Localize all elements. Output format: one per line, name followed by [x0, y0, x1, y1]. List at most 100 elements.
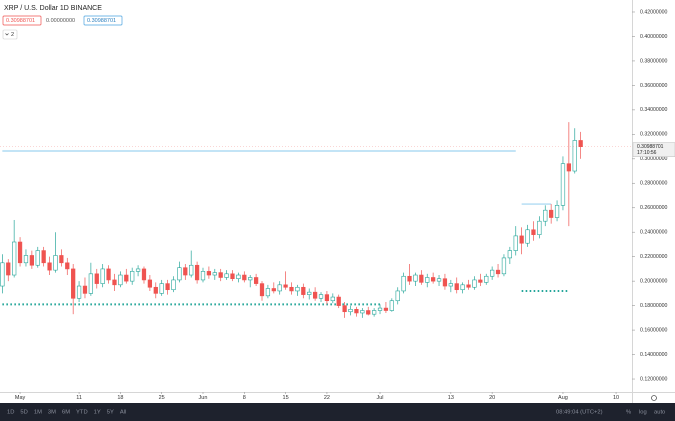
candle-body — [484, 275, 489, 283]
x-tick-label: 20 — [489, 395, 495, 401]
y-tick-label: 0.28000000 — [640, 181, 668, 187]
x-tick-label: 11 — [76, 395, 82, 401]
x-tick-label: 15 — [283, 395, 289, 401]
candle-body — [507, 250, 512, 259]
candle-body — [442, 278, 448, 287]
range-button[interactable]: 1Y — [94, 410, 101, 416]
value-box — [83, 15, 123, 26]
x-tick-label: 13 — [448, 395, 454, 401]
indicator-count: 2 — [11, 32, 14, 38]
legend-header: XRP / U.S. Dollar 1D BINANCE 0.30988701 … — [2, 5, 123, 40]
candle-body — [177, 267, 182, 281]
candle-body — [454, 283, 459, 291]
scale-option[interactable]: log — [639, 410, 647, 416]
y-tick-label: 0.14000000 — [640, 352, 668, 358]
candle-body — [259, 283, 265, 297]
range-button[interactable]: All — [120, 410, 126, 416]
candle-body — [194, 264, 200, 281]
candle-body — [448, 283, 453, 287]
candle-body — [572, 140, 577, 172]
range-button[interactable]: 5Y — [107, 410, 114, 416]
range-button[interactable]: 1M — [34, 410, 42, 416]
candle-body — [82, 285, 88, 294]
candle-body — [413, 274, 418, 282]
candle-body — [525, 229, 530, 244]
x-tick-label: 25 — [159, 395, 165, 401]
candle-body — [206, 271, 212, 276]
indicator-toggle[interactable] — [2, 29, 18, 40]
y-tick-label: 0.26000000 — [640, 205, 668, 211]
candle-body — [277, 284, 282, 292]
x-tick-label: Jun — [199, 395, 208, 401]
candle-body — [0, 262, 5, 287]
candle-body — [578, 140, 583, 147]
x-tick-label: 18 — [117, 395, 123, 401]
candle-body — [153, 286, 158, 294]
candle-body — [65, 262, 70, 270]
candle-body — [171, 279, 176, 291]
y-tick-label: 0.20000000 — [640, 279, 668, 285]
candle-body — [377, 307, 383, 311]
settings-icon[interactable] — [651, 395, 657, 401]
candle-body — [265, 288, 271, 297]
y-tick-label: 0.16000000 — [640, 327, 668, 333]
bottom-toolbar — [0, 403, 675, 421]
candle-body — [112, 279, 117, 286]
candle-body — [312, 291, 318, 299]
range-button[interactable]: YTD — [76, 410, 88, 416]
candle-body — [159, 283, 164, 294]
candle-body — [431, 277, 436, 282]
candle-body — [495, 269, 501, 275]
range-button[interactable]: 6M — [62, 410, 70, 416]
candle-body — [59, 255, 64, 264]
value: 0.00000000 — [46, 18, 75, 24]
y-tick-label: 0.18000000 — [640, 303, 668, 309]
candle-body — [371, 310, 377, 315]
scale-option[interactable]: % — [626, 410, 631, 416]
candle-body — [531, 229, 536, 235]
range-button[interactable]: 5D — [20, 410, 27, 416]
candle-body — [100, 268, 105, 284]
value: 0.30988701 — [87, 18, 116, 24]
scale-option[interactable]: auto — [654, 410, 665, 416]
candle-body — [301, 286, 306, 295]
candle-body — [35, 250, 40, 266]
candle-body — [366, 310, 371, 315]
candle-body — [307, 291, 312, 295]
candle-body — [88, 273, 94, 294]
candle-body — [29, 255, 34, 266]
candle-body — [460, 284, 465, 291]
candle-body — [354, 308, 359, 314]
candle-body — [566, 163, 571, 172]
candle-body — [537, 220, 542, 235]
candle-body — [283, 284, 288, 288]
range-button[interactable]: 3M — [48, 410, 56, 416]
range-button[interactable]: 1D — [7, 410, 14, 416]
candle-body — [342, 305, 347, 313]
x-tick-label: 10 — [613, 395, 619, 401]
candle-body — [383, 307, 389, 311]
candle-body — [12, 241, 17, 276]
candle-body — [513, 235, 518, 251]
candle-body — [47, 262, 52, 271]
candle-body — [560, 163, 566, 206]
candle-body — [130, 271, 135, 282]
candle-body — [490, 269, 495, 277]
last-price-label: 0.30988701 — [637, 144, 664, 150]
candle-body — [419, 274, 424, 283]
candle-body — [543, 209, 548, 222]
candle-body — [324, 294, 330, 302]
candle-body — [472, 279, 477, 288]
candle-body — [295, 286, 300, 292]
chevron-icon — [5, 33, 9, 36]
last-price-tag — [632, 142, 675, 157]
candle-body — [289, 286, 294, 292]
candle-body — [360, 310, 365, 314]
candle-body — [135, 268, 141, 272]
candle-body — [466, 284, 471, 288]
candle-body — [478, 279, 483, 283]
y-tick-label: 0.34000000 — [640, 107, 668, 113]
candle-body — [124, 274, 129, 282]
candle-body — [106, 268, 111, 281]
